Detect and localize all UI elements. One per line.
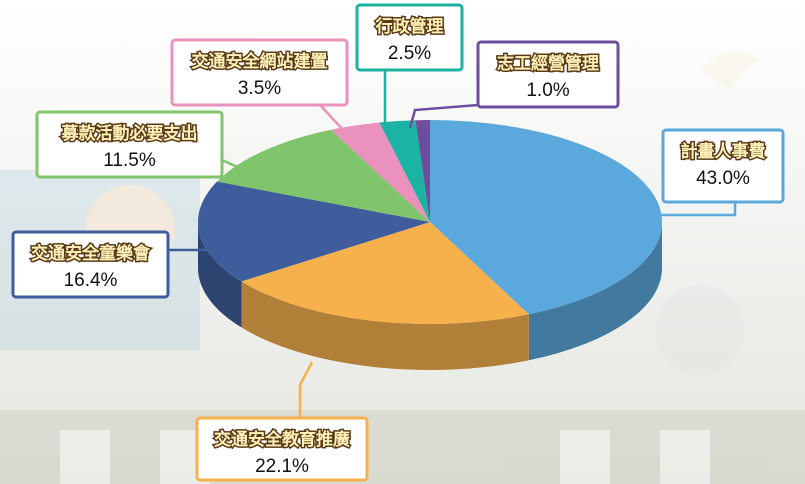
category-label: 志工經營管理 [497, 53, 599, 74]
pie [198, 120, 662, 370]
value-label: 2.5% [388, 43, 431, 64]
category-label: 計畫人事費 [681, 141, 766, 162]
category-label: 交通安全網站建置 [192, 51, 328, 72]
category-label: 行政管理 [375, 16, 444, 37]
category-label: 交通安全童樂會 [31, 243, 151, 264]
callout-box [663, 130, 783, 202]
value-label: 3.5% [238, 78, 281, 99]
category-label: 交通安全教育推廣 [214, 429, 350, 450]
category-label: 募款活動必要支出 [61, 123, 198, 144]
value-label: 11.5% [103, 150, 156, 171]
value-label: 16.4% [64, 270, 118, 291]
value-label: 1.0% [526, 80, 569, 101]
value-label: 22.1% [255, 456, 309, 477]
value-label: 43.0% [696, 168, 750, 189]
chart: 計畫人事費 43.0% 交通安全教育推廣 22.1% 交通安全童樂會 16.4% 募款活動必… [0, 0, 805, 484]
